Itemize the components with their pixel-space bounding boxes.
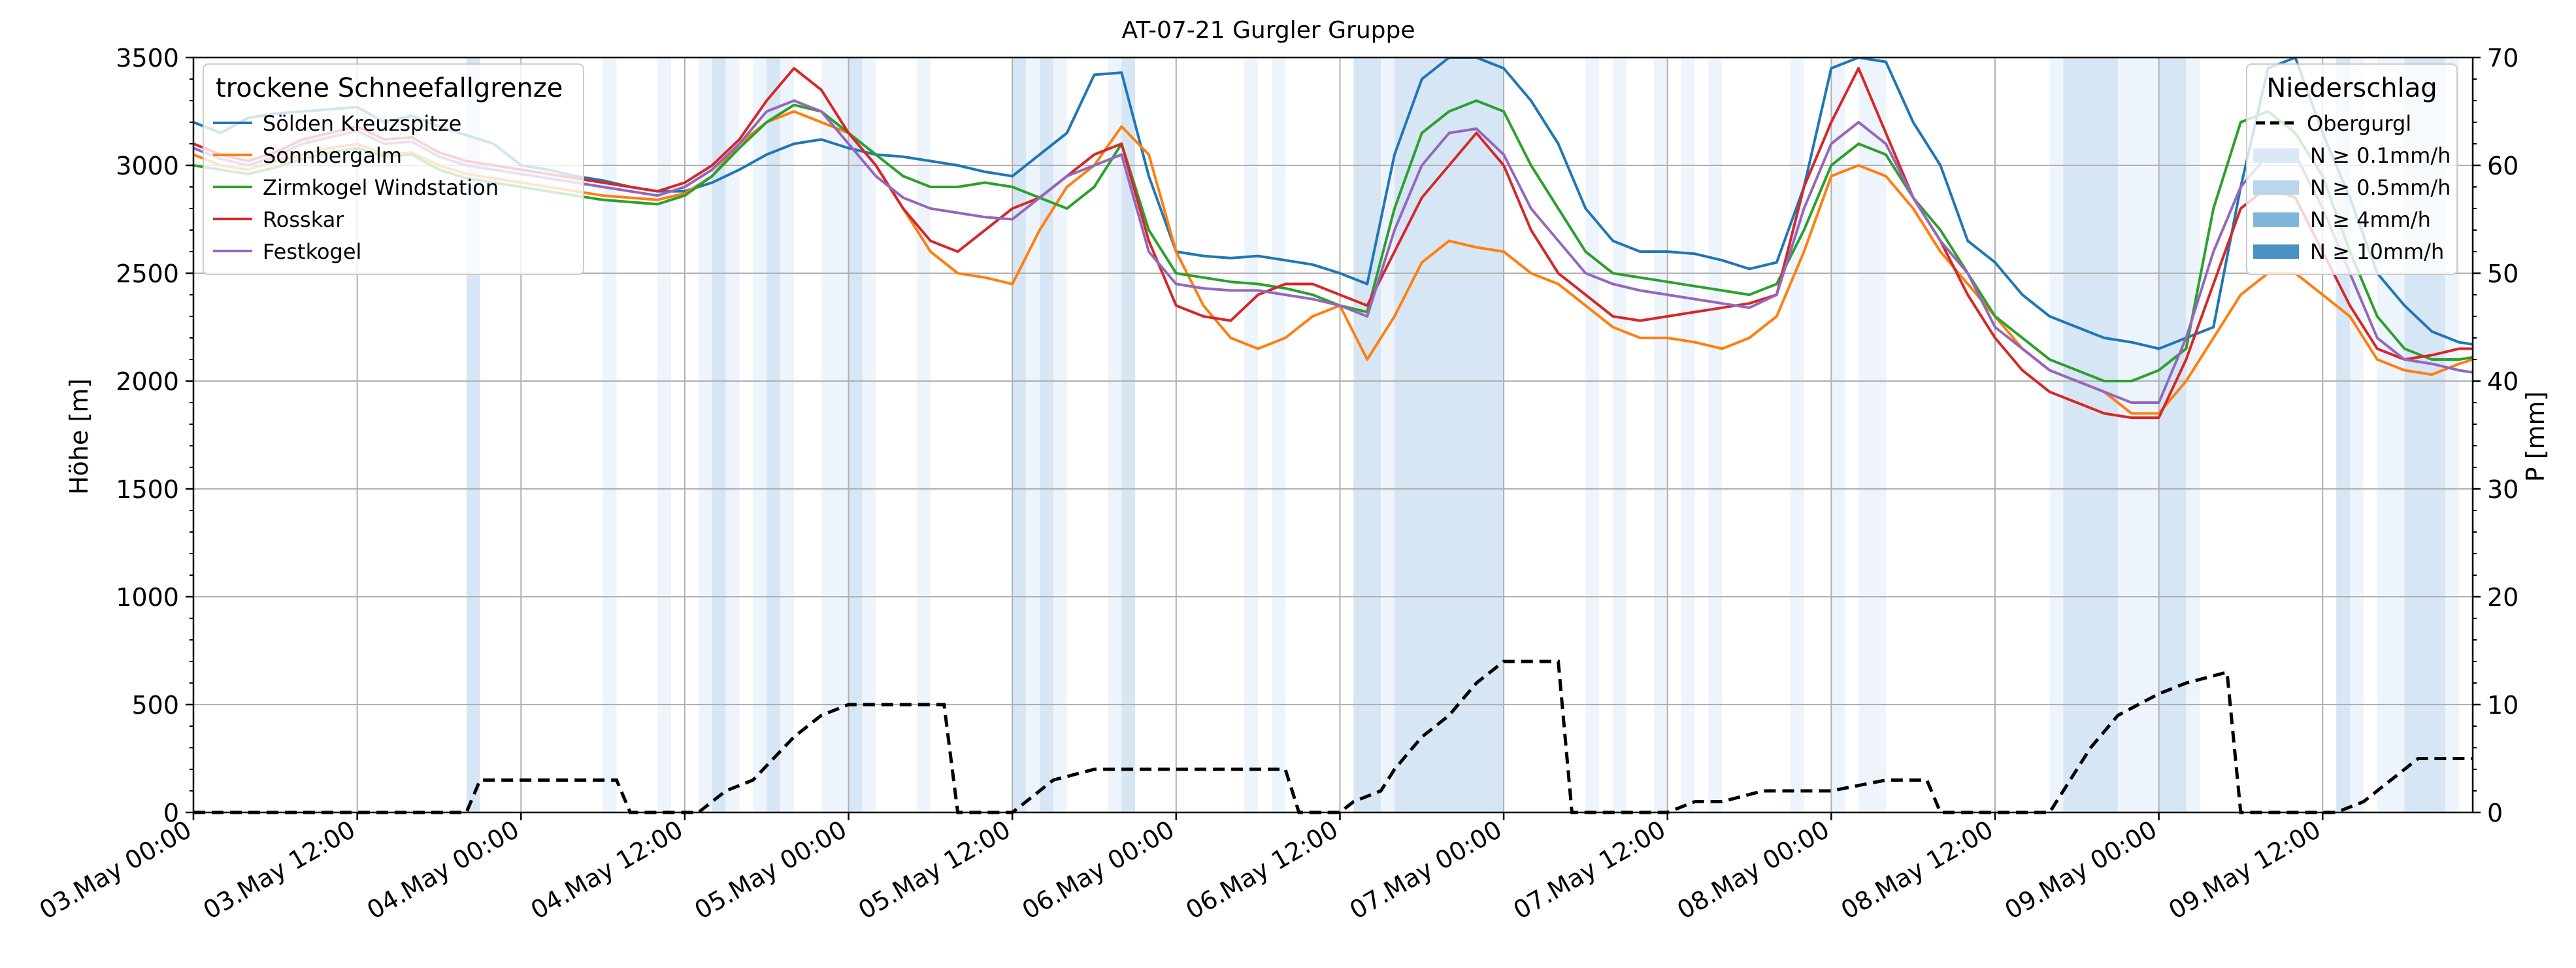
legend-left: trockene Schneefallgrenze Sölden Kreuzsp… bbox=[203, 63, 584, 275]
legend-left-label-1: Sonnbergalm bbox=[263, 143, 402, 168]
legend-band-0-swatch bbox=[2253, 148, 2299, 163]
y-tick-label: 0 bbox=[163, 799, 179, 827]
y-tick-label: 1000 bbox=[116, 583, 179, 612]
y2-tick-label: 60 bbox=[2487, 152, 2518, 180]
precip-band-8 bbox=[780, 58, 794, 812]
precip-band-33 bbox=[2063, 58, 2118, 812]
y-tick-label: 500 bbox=[131, 691, 179, 720]
precip-band-17 bbox=[1108, 58, 1122, 812]
legend-right-title: Niederschlag bbox=[2266, 73, 2437, 103]
legend-band-2-label: N ≥ 4mm/h bbox=[2310, 207, 2431, 232]
precip-band-30 bbox=[1831, 58, 1845, 812]
precip-band-16 bbox=[1053, 58, 1067, 812]
legend-left-label-4: Festkogel bbox=[263, 239, 361, 264]
y-tick-label: 2500 bbox=[116, 259, 179, 288]
precip-band-12 bbox=[916, 58, 931, 812]
y-tick-label: 3000 bbox=[116, 152, 179, 180]
precip-band-24 bbox=[1585, 58, 1600, 812]
precip-band-4 bbox=[712, 58, 726, 812]
precip-band-6 bbox=[753, 58, 767, 812]
legend-band-1-swatch bbox=[2253, 180, 2299, 195]
precip-band-9 bbox=[821, 58, 849, 812]
legend-left-title: trockene Schneefallgrenze bbox=[216, 73, 563, 103]
legend-band-3-swatch bbox=[2253, 244, 2299, 259]
plot-frame bbox=[192, 56, 2474, 814]
legend-band-1-label: N ≥ 0.5mm/h bbox=[2310, 175, 2451, 200]
y2-tick-label: 40 bbox=[2487, 367, 2518, 396]
precip-band-29 bbox=[1790, 58, 1804, 812]
precip-band-26 bbox=[1653, 58, 1668, 812]
legend-band-3-label: N ≥ 10mm/h bbox=[2310, 239, 2444, 264]
y2-tick-label: 10 bbox=[2487, 691, 2518, 720]
precip-band-7 bbox=[767, 58, 781, 812]
series-line-obergurgl bbox=[193, 659, 2473, 814]
precip-band-11 bbox=[862, 58, 876, 812]
precip-band-14 bbox=[1026, 58, 1040, 812]
precip-band-15 bbox=[1039, 58, 1053, 812]
precip-band-31 bbox=[1858, 58, 1886, 812]
y-tick-label: 3500 bbox=[116, 44, 179, 73]
legend-obergurgl-label: Obergurgl bbox=[2307, 111, 2411, 136]
legend-left-label-2: Zirmkogel Windstation bbox=[263, 175, 499, 200]
precip-band-2 bbox=[657, 58, 672, 812]
precip-band-23 bbox=[1394, 58, 1504, 812]
y2-axis-label: P [mm] bbox=[2521, 392, 2550, 482]
legend-left-label-3: Rosskar bbox=[263, 207, 344, 232]
precip-band-3 bbox=[698, 58, 712, 812]
legend-left-label-0: Sölden Kreuzspitze bbox=[263, 111, 461, 136]
precip-band-36 bbox=[2186, 58, 2200, 812]
precipitation-bands bbox=[466, 58, 2460, 812]
precip-band-28 bbox=[1708, 58, 1723, 812]
precip-band-35 bbox=[2158, 58, 2187, 812]
chart-title: AT-07-21 Gurgler Gruppe bbox=[1121, 17, 1415, 44]
y2-tick-label: 0 bbox=[2487, 799, 2503, 827]
y2-tick-label: 20 bbox=[2487, 583, 2518, 612]
precipitation-line-layer bbox=[193, 659, 2473, 814]
y-tick-label: 2000 bbox=[116, 367, 179, 396]
precip-band-25 bbox=[1613, 58, 1627, 812]
precip-band-1 bbox=[603, 58, 617, 812]
precip-band-18 bbox=[1121, 58, 1136, 812]
precip-band-32 bbox=[2049, 58, 2064, 812]
precip-band-21 bbox=[1353, 58, 1381, 812]
precip-band-20 bbox=[1272, 58, 1285, 812]
y2-tick-label: 50 bbox=[2487, 259, 2518, 288]
precip-band-19 bbox=[1244, 58, 1259, 812]
precip-band-10 bbox=[848, 58, 863, 812]
y-tick-label: 1500 bbox=[116, 475, 179, 504]
y-axis-label: Höhe [m] bbox=[65, 378, 93, 495]
precip-band-13 bbox=[1012, 58, 1027, 812]
precip-band-34 bbox=[2117, 58, 2159, 812]
precip-band-5 bbox=[725, 58, 740, 812]
y2-tick-label: 30 bbox=[2487, 475, 2518, 504]
precip-band-22 bbox=[1381, 58, 1395, 812]
precip-band-27 bbox=[1681, 58, 1695, 812]
legend-right: Niederschlag Obergurgl N ≥ 0.1mm/h N ≥ 0… bbox=[2246, 63, 2458, 275]
legend-band-2-swatch bbox=[2253, 212, 2299, 227]
legend-band-0-label: N ≥ 0.1mm/h bbox=[2310, 143, 2451, 168]
y2-tick-label: 70 bbox=[2487, 44, 2518, 73]
